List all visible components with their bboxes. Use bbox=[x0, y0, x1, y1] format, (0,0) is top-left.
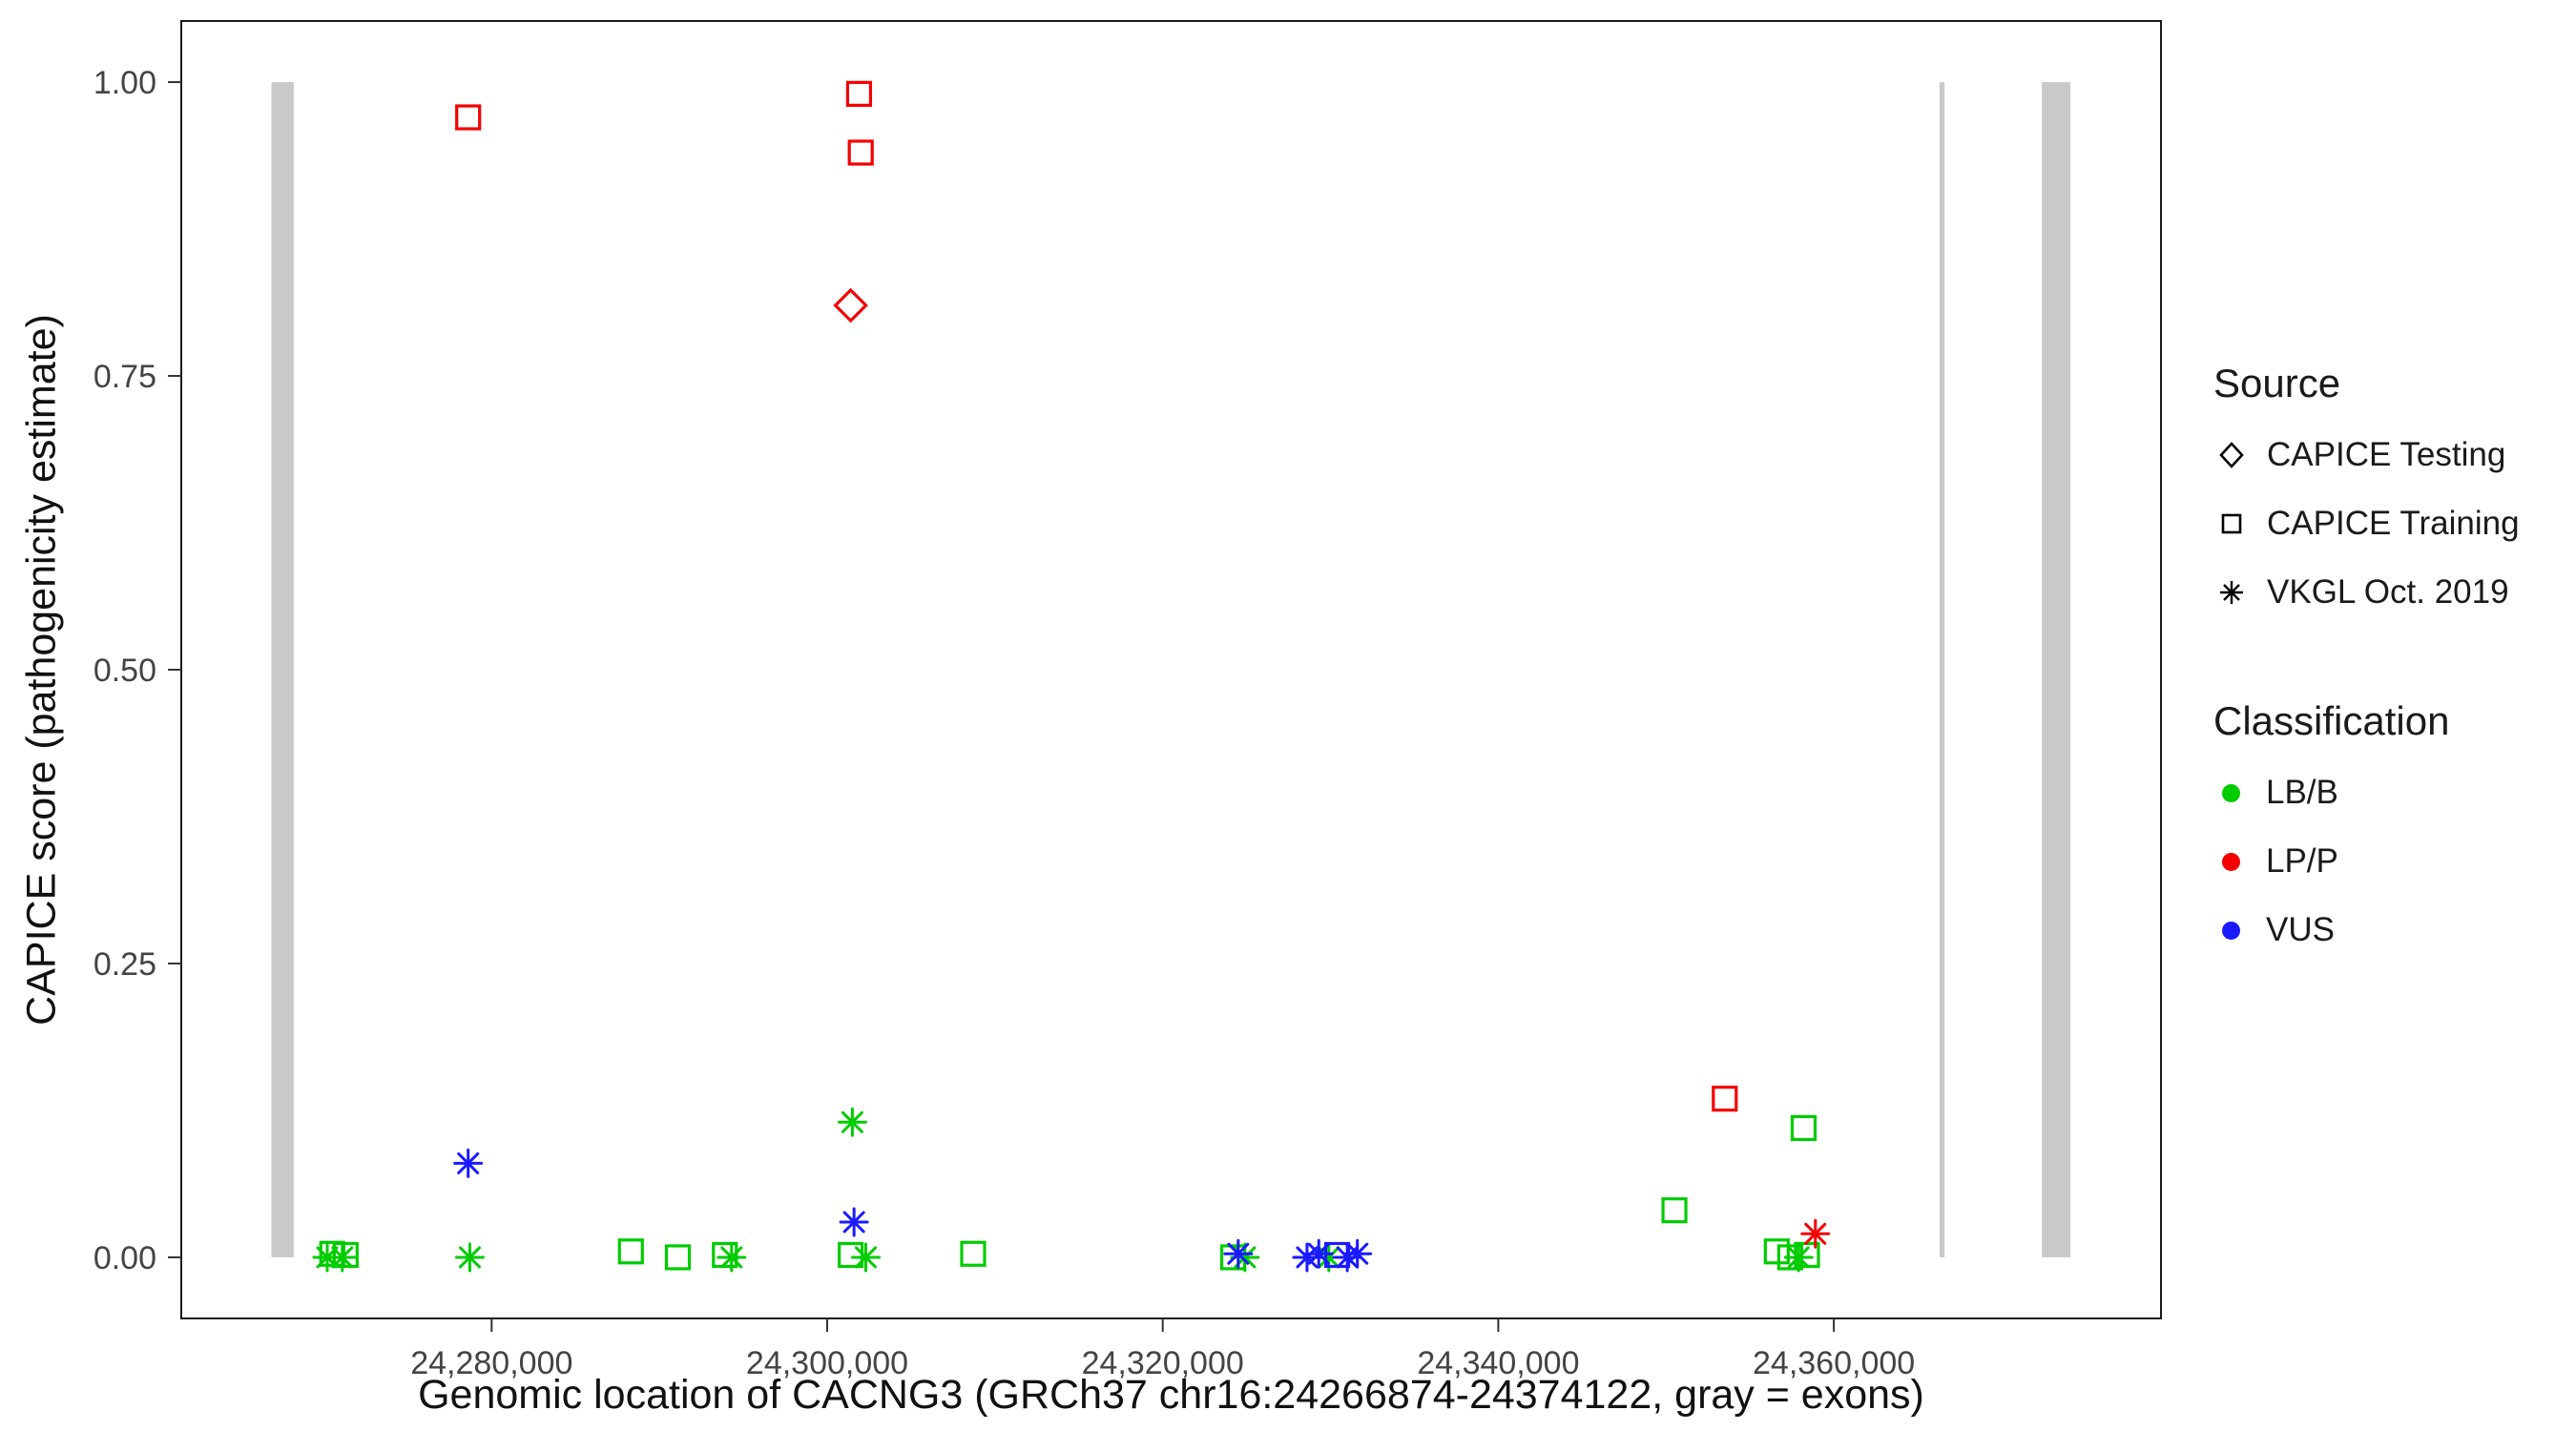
diamond-icon bbox=[2213, 439, 2250, 471]
data-point-square bbox=[455, 104, 482, 131]
legend-item-label: LB/B bbox=[2266, 774, 2338, 811]
data-point-asterisk bbox=[717, 1242, 747, 1273]
data-point-square bbox=[1712, 1086, 1738, 1112]
x-tick-label: 24,280,000 bbox=[410, 1345, 572, 1381]
asterisk-icon bbox=[2213, 576, 2250, 609]
data-point-square bbox=[332, 1241, 359, 1269]
square-icon bbox=[2213, 508, 2250, 540]
x-axis-label: Genomic location of CACNG3 (GRCh37 chr16… bbox=[418, 1372, 1924, 1418]
data-point-square bbox=[847, 139, 874, 166]
x-tick-label: 24,360,000 bbox=[1753, 1345, 1915, 1381]
legend-item-lpp: LP/P bbox=[2213, 840, 2520, 883]
legend-item-lbb: LB/B bbox=[2213, 771, 2520, 815]
legend-item-label: VUS bbox=[2266, 911, 2335, 948]
legend: Source CAPICE Testing CAPICE Training bbox=[2213, 361, 2520, 977]
y-tick-label: 0.50 bbox=[93, 653, 156, 689]
legend-item-label: CAPICE Training bbox=[2267, 505, 2520, 542]
data-point-asterisk bbox=[850, 1242, 881, 1273]
data-point-asterisk bbox=[1342, 1238, 1373, 1269]
data-point-diamond bbox=[833, 287, 868, 323]
data-point-asterisk bbox=[1223, 1238, 1254, 1269]
legend-item-label: CAPICE Testing bbox=[2267, 436, 2506, 473]
y-axis-label: CAPICE score (pathogenicity estimate) bbox=[18, 314, 65, 1026]
data-point-asterisk bbox=[839, 1207, 869, 1237]
lbb-color-dot bbox=[2222, 783, 2240, 802]
legend-item-vkgl: VKGL Oct. 2019 bbox=[2213, 570, 2520, 614]
x-tick-label: 24,320,000 bbox=[1082, 1345, 1244, 1381]
panel-border bbox=[180, 20, 2162, 1319]
data-point-square bbox=[1661, 1197, 1688, 1224]
legend-classification-section: Classification LB/B LP/P VUS bbox=[2213, 698, 2520, 952]
x-tick-label: 24,340,000 bbox=[1417, 1345, 1579, 1381]
legend-classification-title: Classification bbox=[2213, 698, 2450, 743]
legend-item-capice-training: CAPICE Training bbox=[2213, 502, 2520, 546]
y-tick-label: 0.75 bbox=[93, 359, 156, 395]
data-point-square bbox=[845, 80, 873, 107]
data-point-square bbox=[1763, 1238, 1790, 1265]
data-point-square bbox=[1790, 1114, 1818, 1142]
exon-bar bbox=[271, 82, 294, 1257]
exon-bar bbox=[1939, 82, 1945, 1257]
y-tick-label: 0.00 bbox=[93, 1240, 156, 1276]
legend-source-section: Source CAPICE Testing CAPICE Training bbox=[2213, 361, 2520, 614]
data-point-asterisk bbox=[1800, 1218, 1831, 1249]
legend-source-title: Source bbox=[2213, 361, 2341, 405]
legend-item-label: VKGL Oct. 2019 bbox=[2267, 573, 2509, 611]
legend-item-label: LP/P bbox=[2266, 842, 2338, 880]
lpp-color-dot bbox=[2222, 852, 2240, 871]
vus-color-dot bbox=[2222, 921, 2240, 940]
data-point-square bbox=[617, 1238, 644, 1265]
y-tick-label: 1.00 bbox=[93, 65, 156, 101]
exon-bar bbox=[2042, 82, 2071, 1257]
legend-item-capice-testing: CAPICE Testing bbox=[2213, 433, 2520, 477]
data-point-square bbox=[712, 1241, 738, 1269]
data-point-asterisk bbox=[454, 1242, 485, 1273]
data-point-square bbox=[960, 1240, 987, 1267]
y-tick-label: 0.25 bbox=[93, 946, 156, 983]
legend-item-vus: VUS bbox=[2213, 908, 2520, 952]
x-tick-label: 24,300,000 bbox=[746, 1345, 908, 1381]
data-point-asterisk bbox=[453, 1148, 484, 1178]
data-point-square bbox=[664, 1244, 692, 1271]
data-point-asterisk bbox=[837, 1107, 867, 1137]
